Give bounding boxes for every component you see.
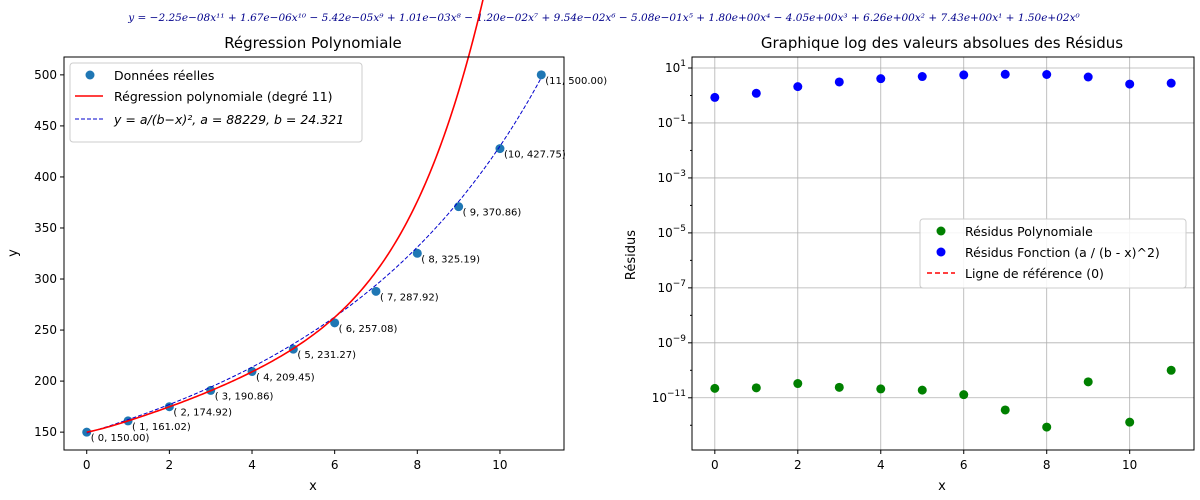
resid-poly-point-5 bbox=[917, 385, 927, 395]
legend-marker-data bbox=[85, 70, 95, 80]
right-ytick-label: 10−3 bbox=[657, 169, 686, 185]
right-ytick-label: 101 bbox=[665, 59, 686, 75]
equation-label: y = −2.25e−08x¹¹ + 1.67e−06x¹⁰ − 5.42e−0… bbox=[127, 12, 1080, 24]
legend-label-resid-func: Résidus Fonction (a / (b - x)^2) bbox=[965, 245, 1160, 260]
left-xtick-label: 2 bbox=[166, 458, 174, 472]
data-point-7 bbox=[371, 286, 381, 296]
point-label-10: (10, 427.75) bbox=[504, 150, 566, 161]
left-legend: Données réelles Régression polynomiale (… bbox=[69, 62, 363, 143]
data-point-0 bbox=[82, 427, 92, 437]
right-plot-frame bbox=[691, 56, 1195, 451]
resid-func-point-9 bbox=[1083, 72, 1093, 82]
resid-poly-point-11 bbox=[1166, 365, 1176, 375]
left-xtick-label: 10 bbox=[492, 458, 507, 472]
resid-func-point-2 bbox=[793, 82, 803, 92]
resid-poly-point-10 bbox=[1125, 417, 1135, 427]
left-ytick-label: 250 bbox=[34, 323, 57, 337]
legend-label-reference: Ligne de référence (0) bbox=[965, 266, 1104, 281]
point-label-5: ( 5, 231.27) bbox=[297, 350, 356, 361]
data-point-10 bbox=[495, 144, 505, 154]
right-xtick-label: 8 bbox=[1043, 458, 1051, 472]
legend-label-func: y = a/(b−x)², a = 88229, b = 24.321 bbox=[113, 112, 344, 127]
left-ytick-label: 450 bbox=[34, 119, 57, 133]
right-xtick-label: 0 bbox=[711, 458, 719, 472]
legend-label-data: Données réelles bbox=[114, 68, 214, 83]
resid-poly-point-9 bbox=[1083, 377, 1093, 387]
right-xtick-label: 10 bbox=[1122, 458, 1137, 472]
right-chart-title: Graphique log des valeurs absolues des R… bbox=[761, 34, 1123, 52]
resid-poly-point-8 bbox=[1042, 422, 1052, 432]
resid-poly-point-4 bbox=[876, 384, 886, 394]
right-xtick-label: 2 bbox=[794, 458, 802, 472]
right-ytick-label: 10−11 bbox=[652, 389, 686, 405]
point-label-3: ( 3, 190.86) bbox=[215, 391, 274, 402]
resid-poly-point-0 bbox=[710, 383, 720, 393]
resid-func-point-3 bbox=[834, 77, 844, 87]
resid-poly-point-7 bbox=[1000, 405, 1010, 415]
left-xtick-label: 4 bbox=[248, 458, 256, 472]
right-x-axis-label: x bbox=[938, 479, 946, 494]
point-label-2: ( 2, 174.92) bbox=[173, 408, 232, 419]
left-ytick-label: 200 bbox=[34, 374, 57, 388]
resid-func-point-0 bbox=[710, 92, 720, 102]
right-xtick-label: 6 bbox=[960, 458, 968, 472]
resid-poly-point-6 bbox=[959, 390, 969, 400]
left-ytick-label: 350 bbox=[34, 221, 57, 235]
polynomial-fit-line bbox=[86, 0, 484, 433]
legend-marker-resid-poly bbox=[936, 226, 946, 236]
resid-func-point-10 bbox=[1125, 79, 1135, 89]
legend-label-poly: Régression polynomiale (degré 11) bbox=[114, 89, 333, 104]
left-y-axis-label: y bbox=[6, 249, 21, 257]
data-point-11 bbox=[536, 70, 546, 80]
point-label-1: ( 1, 161.02) bbox=[132, 422, 191, 433]
point-label-7: ( 7, 287.92) bbox=[380, 292, 439, 303]
resid-poly-point-2 bbox=[793, 379, 803, 389]
right-ytick-label: 10−1 bbox=[657, 114, 686, 130]
left-xtick-label: 8 bbox=[413, 458, 421, 472]
point-label-9: ( 9, 370.86) bbox=[463, 208, 522, 219]
resid-poly-point-1 bbox=[751, 383, 761, 393]
left-plot-frame bbox=[63, 56, 565, 451]
resid-func-point-11 bbox=[1166, 78, 1176, 88]
resid-poly-point-3 bbox=[834, 382, 844, 392]
point-label-8: ( 8, 325.19) bbox=[421, 254, 480, 265]
left-ytick-label: 300 bbox=[34, 272, 57, 286]
data-point-6 bbox=[330, 318, 340, 328]
data-point-8 bbox=[412, 248, 422, 258]
point-label-6: ( 6, 257.08) bbox=[339, 324, 398, 335]
left-ytick-label: 400 bbox=[34, 170, 57, 184]
left-xtick-label: 6 bbox=[331, 458, 339, 472]
resid-func-point-1 bbox=[751, 88, 761, 98]
polynomial-regression-chart: Régression Polynomiale ( 0, 150.00)( 1, … bbox=[6, 0, 607, 494]
right-ytick-label: 10−7 bbox=[657, 279, 686, 295]
right-xtick-label: 4 bbox=[877, 458, 885, 472]
point-label-0: ( 0, 150.00) bbox=[91, 433, 150, 444]
resid-func-point-4 bbox=[876, 74, 886, 84]
right-legend: Résidus Polynomiale Résidus Fonction (a … bbox=[919, 218, 1187, 289]
resid-func-point-7 bbox=[1000, 69, 1010, 79]
point-label-4: ( 4, 209.45) bbox=[256, 372, 315, 383]
legend-label-resid-poly: Résidus Polynomiale bbox=[965, 224, 1093, 239]
legend-marker-resid-func bbox=[936, 247, 946, 257]
left-chart-title: Régression Polynomiale bbox=[224, 34, 402, 52]
residuals-log-chart: Graphique log des valeurs absolues des R… bbox=[624, 34, 1195, 494]
right-ytick-label: 10−5 bbox=[657, 224, 686, 240]
left-x-axis-label: x bbox=[309, 479, 317, 494]
resid-func-point-8 bbox=[1042, 69, 1052, 79]
resid-func-point-6 bbox=[959, 70, 969, 80]
left-ytick-label: 500 bbox=[34, 68, 57, 82]
function-fit-line bbox=[86, 77, 542, 434]
resid-func-point-5 bbox=[917, 72, 927, 82]
left-ytick-label: 150 bbox=[34, 425, 57, 439]
right-ytick-label: 10−9 bbox=[657, 334, 686, 350]
left-xtick-label: 0 bbox=[83, 458, 91, 472]
point-label-11: (11, 500.00) bbox=[545, 76, 607, 87]
right-y-axis-label: Résidus bbox=[624, 230, 639, 280]
